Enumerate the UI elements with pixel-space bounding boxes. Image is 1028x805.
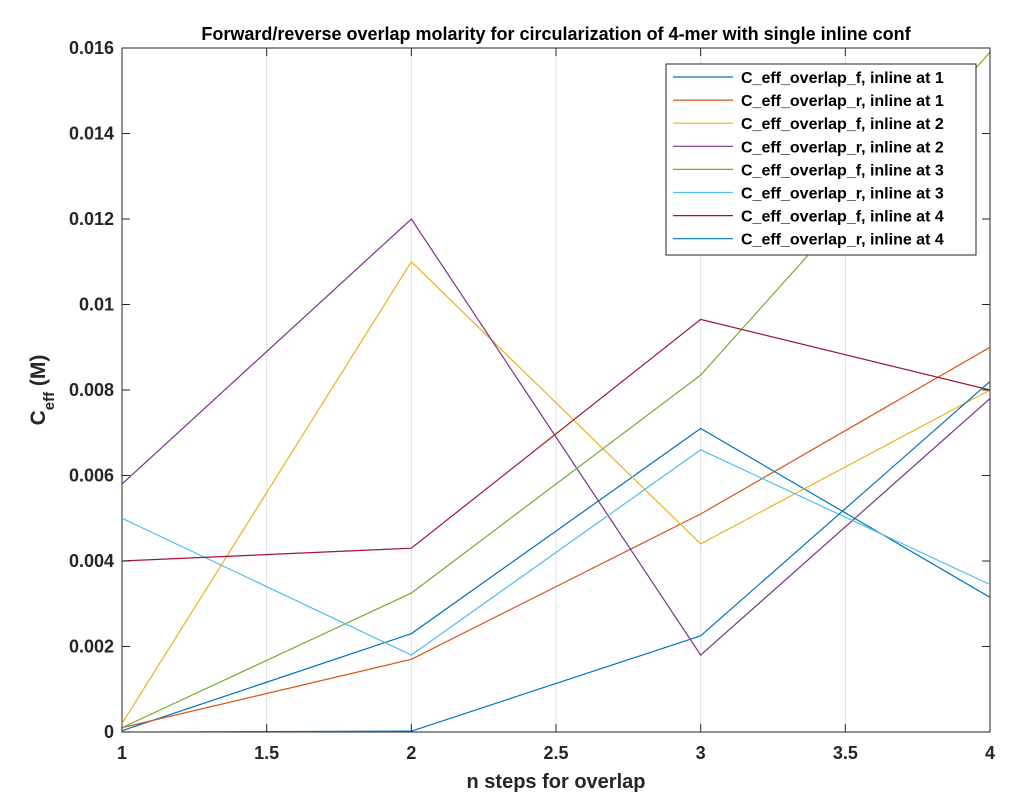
y-tick-label: 0.006 — [69, 466, 114, 486]
axis-ticks — [121, 47, 991, 733]
series-lines — [122, 51, 990, 732]
legend-label-2: C_eff_overlap_r, inline at 1 — [741, 93, 944, 110]
y-tick-label: 0 — [104, 722, 114, 742]
x-axis-tick-labels: 1 1.5 2 2.5 3 3.5 4 — [117, 743, 995, 763]
legend-label-1: C_eff_overlap_f, inline at 1 — [741, 70, 944, 87]
y-axis-tick-labels: 0 0.002 0.004 0.006 0.008 0.01 0.012 0.014 0.016 — [69, 38, 114, 742]
legend: C_eff_overlap_f, inline at 1 C_eff_overla… — [665, 63, 977, 256]
y-tick-label: 0.008 — [69, 380, 114, 400]
legend-items: C_eff_overlap_f, inline at 1 C_eff_overla… — [673, 70, 944, 249]
legend-box — [665, 63, 977, 256]
y-tick-label: 0.002 — [69, 637, 114, 657]
series-line-1 — [122, 427, 990, 732]
x-tick-label: 3.5 — [833, 743, 858, 763]
y-tick-label: 0.016 — [69, 38, 114, 58]
legend-label-8: C_eff_overlap_r, inline at 4 — [741, 232, 944, 249]
x-tick-label: 4 — [985, 743, 995, 763]
legend-label-4: C_eff_overlap_r, inline at 2 — [741, 139, 944, 156]
legend-label-6: C_eff_overlap_r, inline at 3 — [741, 186, 944, 203]
y-axis-label: Ceff (M) — [27, 355, 58, 426]
series-line-7 — [122, 318, 990, 562]
x-axis-label: n steps for overlap — [467, 771, 646, 793]
series-line-2 — [122, 346, 990, 729]
y-tick-label: 0.01 — [79, 295, 114, 315]
x-tick-label: 2 — [406, 743, 416, 763]
legend-label-7: C_eff_overlap_f, inline at 4 — [741, 209, 944, 226]
y-tick-label: 0.014 — [69, 124, 114, 144]
series-line-3 — [122, 260, 990, 724]
x-tick-label: 1.5 — [254, 743, 279, 763]
x-tick-label: 1 — [117, 743, 127, 763]
legend-label-5: C_eff_overlap_f, inline at 3 — [741, 162, 944, 179]
y-axis-label-subscript: eff — [41, 391, 58, 410]
chart-title: Forward/reverse overlap molarity for cir… — [201, 24, 911, 44]
y-axis-label-main: C — [27, 410, 50, 425]
y-tick-label: 0.012 — [69, 209, 114, 229]
y-axis-label-unit: (M) — [27, 355, 50, 392]
series-line-6 — [122, 449, 990, 656]
x-tick-label: 3 — [696, 743, 706, 763]
series-line-4 — [122, 218, 990, 656]
x-tick-label: 2.5 — [543, 743, 568, 763]
y-tick-label: 0.004 — [69, 551, 114, 571]
legend-label-3: C_eff_overlap_f, inline at 2 — [741, 116, 944, 133]
